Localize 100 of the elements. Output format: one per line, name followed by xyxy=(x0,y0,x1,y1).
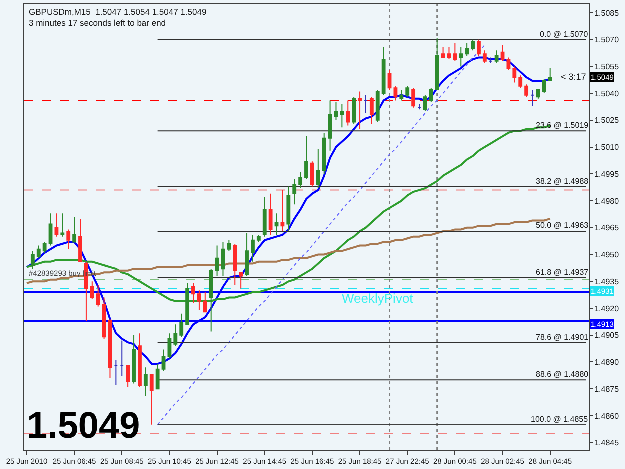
candlestick xyxy=(233,244,238,286)
y-tick-label: 1.4905 xyxy=(594,331,620,340)
candlestick xyxy=(102,297,106,340)
candlestick xyxy=(192,282,196,304)
candlestick xyxy=(423,94,428,112)
candlestick xyxy=(447,46,452,60)
candlestick xyxy=(340,104,344,128)
candlestick xyxy=(120,340,124,378)
candlestick xyxy=(530,89,534,107)
legend-label: 88.6 @ 1.4880 xyxy=(536,370,590,379)
candlestick xyxy=(78,218,82,262)
candlestick xyxy=(453,42,458,62)
y-tick-label: 1.4875 xyxy=(594,384,620,394)
candlestick xyxy=(197,290,202,311)
candlestick xyxy=(352,96,356,125)
candlestick xyxy=(412,88,416,108)
candlestick xyxy=(262,196,267,238)
candlestick xyxy=(126,365,130,388)
candlestick xyxy=(524,84,529,98)
candlestick xyxy=(298,172,303,189)
candlestick xyxy=(471,39,475,52)
candlestick xyxy=(280,190,285,232)
candlestick xyxy=(156,364,160,390)
candlestick xyxy=(316,148,320,189)
candlestick xyxy=(168,333,172,360)
candlestick xyxy=(180,313,184,338)
candlestick xyxy=(400,89,404,102)
candlestick xyxy=(388,70,392,90)
candlestick xyxy=(162,349,166,372)
y-tick-label: 1.4950 xyxy=(594,250,620,260)
candlestick xyxy=(221,242,226,277)
candlestick xyxy=(132,334,136,384)
candlestick xyxy=(465,42,470,56)
candlestick xyxy=(227,240,232,252)
y-tick-label: 1.4995 xyxy=(594,170,620,179)
candlestick xyxy=(376,89,380,123)
candlestick xyxy=(66,229,71,250)
candlestick xyxy=(209,268,214,332)
candlestick xyxy=(370,96,374,125)
candlestick xyxy=(203,292,208,313)
y-tick-label: 1.5040 xyxy=(594,89,620,98)
candlestick xyxy=(382,46,386,96)
chart-title: GBPUSDm,M15 1.5047 1.5054 1.5047 1.5049 xyxy=(29,7,207,17)
y-tick-label: 1.4935 xyxy=(594,277,620,286)
candlestick xyxy=(334,102,338,121)
candlestick xyxy=(108,318,112,379)
series-label: 50.0 @ 1.4963 xyxy=(536,221,590,230)
candlestick xyxy=(96,284,100,308)
candlestick xyxy=(268,193,273,236)
candlestick xyxy=(358,91,362,130)
y-tick-label: 1.4890 xyxy=(594,358,620,368)
candlestick xyxy=(394,86,398,102)
candlestick xyxy=(328,100,332,152)
y-tick-label: 1.5085 xyxy=(594,8,620,18)
candlestick xyxy=(346,100,350,126)
candlestick xyxy=(274,213,279,236)
candlestick xyxy=(150,374,154,426)
candlestick xyxy=(30,250,35,270)
candlestick xyxy=(239,272,244,290)
line-series xyxy=(26,218,552,284)
candlestick xyxy=(48,213,53,246)
candlestick xyxy=(251,234,255,262)
series-label: 0.0 @ 1.5070 xyxy=(540,30,589,39)
legend-label: 100.0 @ 1.4855 xyxy=(531,415,589,424)
candlestick xyxy=(518,75,523,89)
candlestick xyxy=(174,324,178,347)
candlestick xyxy=(114,360,118,386)
candlestick xyxy=(418,104,422,110)
candlestick xyxy=(500,44,505,62)
candlestick xyxy=(215,245,220,277)
candlestick xyxy=(459,46,464,68)
y-tick-label: 1.5070 xyxy=(594,36,620,45)
y-tick-label: 1.4860 xyxy=(594,412,620,421)
candlestick xyxy=(406,86,410,98)
candlestick xyxy=(536,89,540,100)
candlestick xyxy=(186,282,190,326)
candlestick xyxy=(72,216,77,243)
annotation: 1.5049 xyxy=(27,405,140,446)
candlestick xyxy=(42,242,47,254)
candlestick xyxy=(429,88,434,104)
candlestick xyxy=(494,50,499,64)
candlestick xyxy=(36,245,41,259)
legend-label: 78.6 @ 1.4901 xyxy=(536,333,590,342)
candlestick xyxy=(364,94,368,114)
y-tick-label: 1.5010 xyxy=(594,143,620,152)
candlestick xyxy=(310,161,314,188)
y-tick-label: 1.5025 xyxy=(594,116,620,126)
series-label: 61.8 @ 1.4937 xyxy=(536,268,590,277)
legend-label: 38.2 @ 1.4988 xyxy=(536,177,590,186)
candlestick xyxy=(304,136,308,180)
candlestick xyxy=(441,46,446,58)
y-tick-label: 1.5055 xyxy=(594,62,620,72)
y-tick-label: 1.4980 xyxy=(594,196,620,206)
candlestick xyxy=(542,78,546,94)
candlestick xyxy=(512,66,517,84)
candlestick xyxy=(506,57,511,71)
candlestick xyxy=(435,38,440,90)
candlestick xyxy=(286,186,291,232)
candlestick xyxy=(138,333,142,388)
candlestick xyxy=(322,132,326,175)
